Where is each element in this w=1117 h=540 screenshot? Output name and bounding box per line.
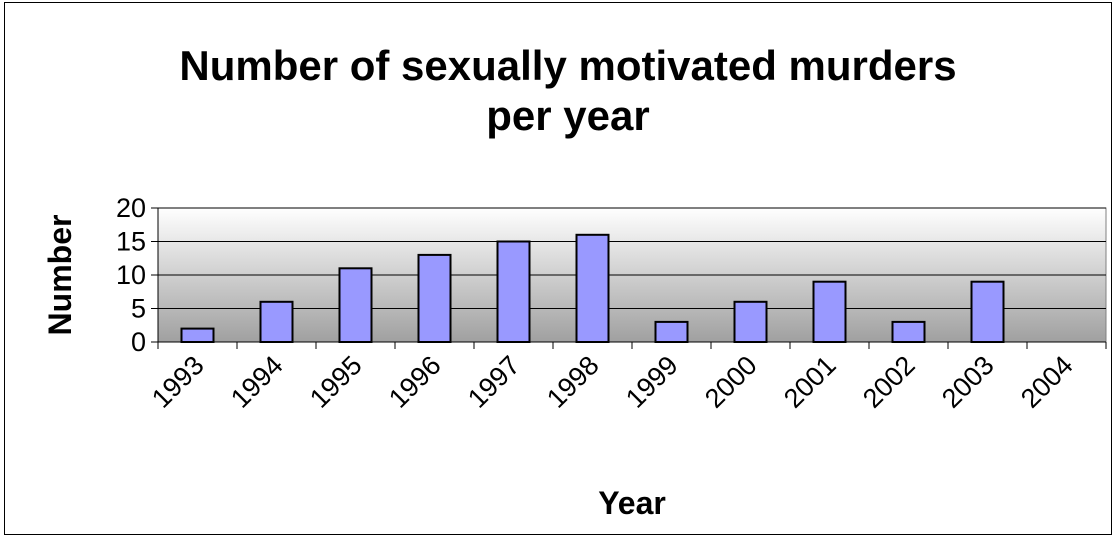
bar-1993 — [180, 327, 215, 344]
chart-title-line-2: per year — [486, 92, 649, 139]
x-tick-label-2000: 2000 — [699, 350, 763, 414]
bar-2000 — [733, 300, 768, 343]
bar-1996 — [417, 253, 452, 343]
x-tick-labels: 1993 1994 1995 1996 1997 1998 1999 2000 2001 2002… — [146, 350, 1079, 414]
bar-1997 — [496, 240, 531, 343]
bars — [180, 233, 1005, 344]
y-tick-label-15: 15 — [116, 227, 146, 257]
x-tick-label-1996: 1996 — [383, 350, 447, 414]
x-tick-label-1995: 1995 — [304, 350, 368, 414]
bar-1994 — [259, 300, 294, 343]
y-axis-title: Number — [42, 215, 78, 336]
y-tick-label-5: 5 — [131, 294, 146, 324]
bar-2001 — [812, 280, 847, 344]
x-tick-label-2003: 2003 — [936, 350, 1000, 414]
x-tick-label-1997: 1997 — [462, 350, 526, 414]
x-axis-title: Year — [598, 485, 666, 521]
chart-title-line-1: Number of sexually motivated murders — [179, 42, 956, 89]
axes — [151, 207, 1107, 349]
x-tick-label-2002: 2002 — [857, 350, 921, 414]
x-tick-label-1994: 1994 — [225, 350, 289, 414]
bar-1999 — [654, 320, 689, 343]
y-tick-label-20: 20 — [116, 193, 146, 223]
x-tick-label-1998: 1998 — [541, 350, 605, 414]
bar-2003 — [970, 280, 1005, 344]
gridlines — [158, 207, 1106, 309]
bar-1998 — [575, 233, 610, 343]
y-tick-label-0: 0 — [131, 327, 146, 357]
x-tick-label-2001: 2001 — [778, 350, 842, 414]
bar-1995 — [338, 267, 373, 343]
y-tick-label-10: 10 — [116, 260, 146, 290]
x-tick-label-1999: 1999 — [620, 350, 684, 414]
bar-2002 — [891, 320, 926, 343]
x-tick-label-1993: 1993 — [146, 350, 210, 414]
x-tick-label-2004: 2004 — [1015, 350, 1079, 414]
